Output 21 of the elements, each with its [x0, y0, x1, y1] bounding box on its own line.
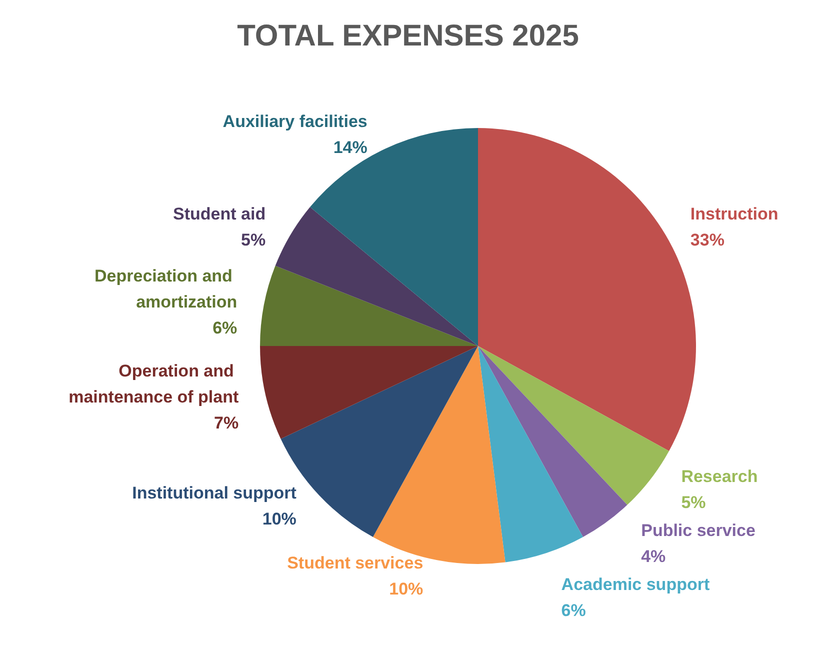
- data-label: 14%: [333, 138, 368, 157]
- slice-label: Student services: [287, 553, 424, 572]
- data-label: 33%: [690, 230, 724, 250]
- data-label: 10%: [262, 510, 296, 529]
- data-label: 5%: [241, 230, 266, 250]
- slice-label: Depreciation and amortization: [94, 266, 238, 312]
- slice-label: Institutional support: [132, 484, 297, 503]
- slice-label: Public service: [641, 520, 756, 540]
- slice-label: Auxiliary facilities: [222, 112, 368, 131]
- data-label: 5%: [681, 492, 706, 512]
- chart-title: TOTAL EXPENSES 2025: [237, 20, 579, 52]
- slice-label: Instruction: [690, 204, 778, 224]
- slice-label: Student aid: [173, 204, 266, 224]
- data-label: 6%: [561, 600, 586, 620]
- data-label: 6%: [212, 318, 238, 338]
- slice-label: Research: [681, 466, 758, 486]
- data-label: 10%: [389, 579, 424, 598]
- data-label: 4%: [641, 546, 666, 566]
- data-label: 7%: [214, 414, 239, 433]
- slice-label: Academic support: [561, 574, 710, 594]
- slice-label: Operation and maintenance of plant: [68, 362, 239, 407]
